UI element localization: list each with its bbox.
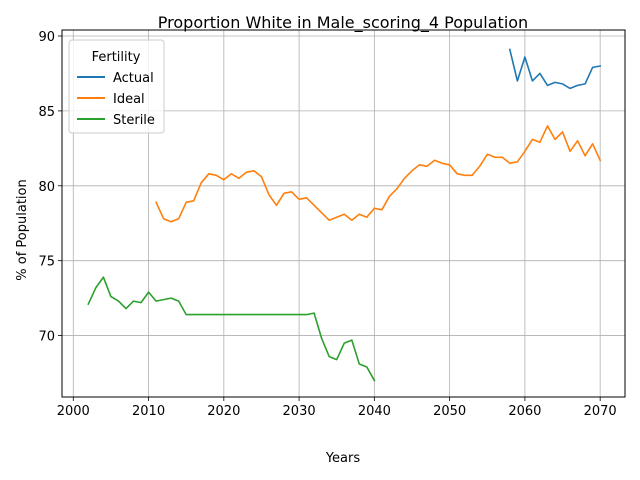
y-axis-label: % of Population [15, 179, 30, 280]
x-tick-label: 2020 [207, 404, 240, 419]
axis-ticks: 2000 2010 2020 2030 2040 2050 2060 2070 70 75 80 85… [38, 30, 616, 419]
x-tick-label: 2040 [358, 404, 391, 419]
legend: Fertility Actual Ideal Sterile [68, 39, 165, 134]
series-line-actual [508, 48, 602, 90]
x-tick-label: 2030 [283, 404, 316, 419]
chart-title: Proportion White in Male_scoring_4 Popul… [158, 13, 528, 33]
legend-label-ideal: Ideal [113, 92, 145, 107]
y-tick-label: 70 [38, 330, 55, 345]
series-lines [87, 48, 602, 382]
y-tick-label: 75 [38, 255, 55, 270]
x-tick-label: 2060 [508, 404, 541, 419]
legend-title: Fertility [92, 50, 141, 65]
legend-box [68, 39, 165, 134]
y-tick-label: 85 [38, 105, 55, 120]
x-axis-label: Years [325, 451, 361, 466]
y-tick-label: 90 [38, 30, 55, 45]
x-tick-label: 2000 [57, 404, 90, 419]
series-line-ideal [155, 125, 602, 223]
plot-frame [61, 29, 626, 398]
y-tick-label: 80 [38, 180, 55, 195]
series-line-sterile [87, 276, 376, 382]
legend-label-sterile: Sterile [113, 113, 155, 128]
x-tick-label: 2050 [433, 404, 466, 419]
legend-label-actual: Actual [113, 71, 154, 86]
grid [62, 30, 625, 397]
x-tick-label: 2070 [584, 404, 617, 419]
x-tick-label: 2010 [132, 404, 165, 419]
